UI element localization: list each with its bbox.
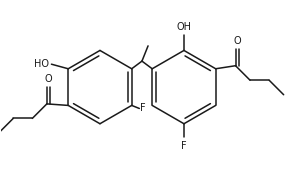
Text: F: F [140, 103, 146, 113]
Text: OH: OH [176, 22, 191, 32]
Text: F: F [181, 141, 187, 151]
Text: O: O [233, 36, 241, 46]
Text: HO: HO [34, 59, 49, 69]
Text: O: O [45, 74, 52, 84]
